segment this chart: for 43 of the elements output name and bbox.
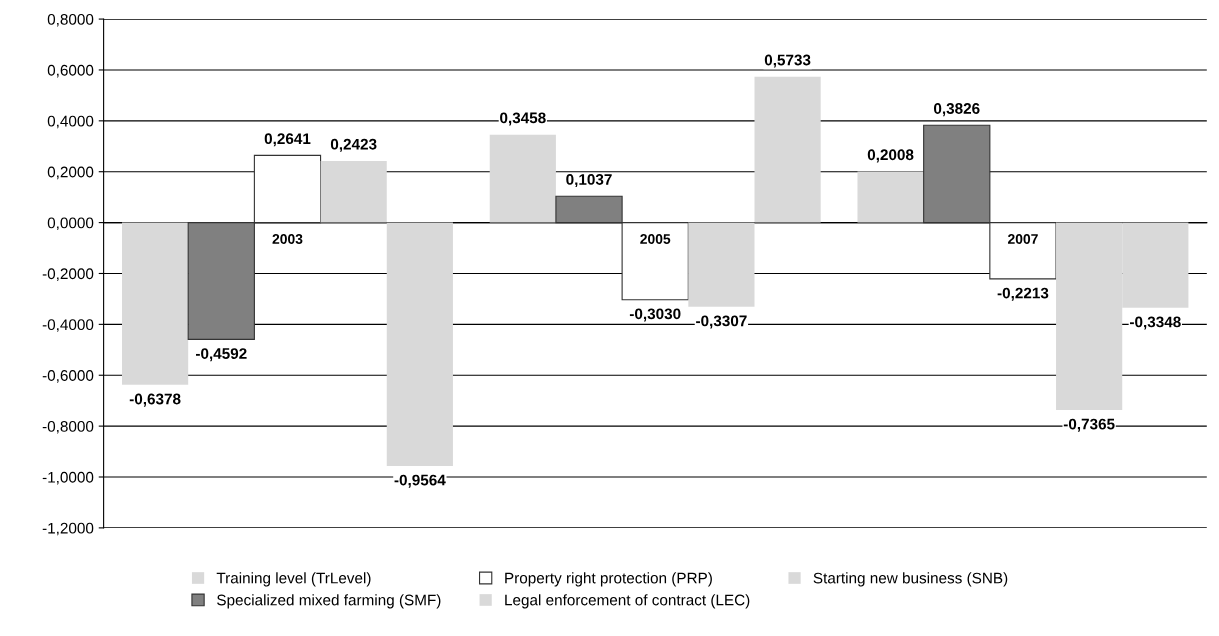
legend-label: Property right protection (PRP): [505, 572, 712, 587]
legend-label: Starting new business (SNB): [813, 572, 1008, 587]
y-tick-label: -0,4000: [42, 319, 94, 332]
x-tick-label: 2003: [272, 234, 303, 244]
x-tick-label: 2007: [1007, 234, 1038, 244]
data-label: -0,3307: [696, 315, 747, 329]
bar: [489, 134, 556, 223]
bar: [122, 222, 189, 385]
data-label: 0,3826: [933, 103, 980, 117]
data-label: -0,3348: [1130, 316, 1181, 330]
y-tick-label: -1,2000: [42, 522, 94, 536]
bar: [1122, 222, 1189, 308]
y-tick-label: 0,0000: [47, 217, 94, 231]
y-tick-label: -0,6000: [42, 370, 94, 383]
data-label: -0,7365: [1063, 418, 1115, 432]
legend-label: Legal enforcement of contract (LEC): [505, 594, 750, 609]
y-tick-label: 0,2000: [47, 166, 94, 180]
data-label: -0,9564: [394, 474, 446, 488]
x-tick-label: 2005: [640, 234, 671, 244]
bar: [386, 222, 453, 466]
data-label: -0,2213: [997, 287, 1049, 301]
legend-label: Specialized mixed farming (SMF): [217, 594, 441, 609]
data-label: 0,2423: [330, 138, 377, 152]
data-label: -0,6378: [129, 393, 181, 407]
bar: [688, 222, 755, 307]
data-label: 0,2641: [264, 133, 311, 147]
bar: [1056, 222, 1123, 410]
data-label: 0,3458: [500, 112, 546, 126]
y-tick-label: 0,4000: [47, 115, 94, 129]
data-label: 0,1037: [566, 174, 612, 188]
bar: [754, 76, 821, 223]
bar: [857, 171, 924, 223]
y-tick-label: -0,2000: [42, 268, 94, 281]
data-label: -0,3030: [629, 308, 681, 322]
data-label: -0,4592: [195, 348, 247, 362]
y-tick-label: -1,0000: [42, 471, 94, 485]
data-label: 0,2008: [867, 149, 914, 163]
y-tick-label: 0,6000: [47, 64, 94, 78]
data-label: 0,5733: [764, 54, 811, 68]
legend-label: Training level (TrLevel): [216, 572, 371, 587]
y-tick-label: 0,8000: [47, 13, 94, 27]
y-tick-label: -0,8000: [42, 420, 94, 434]
bar: [320, 160, 387, 223]
